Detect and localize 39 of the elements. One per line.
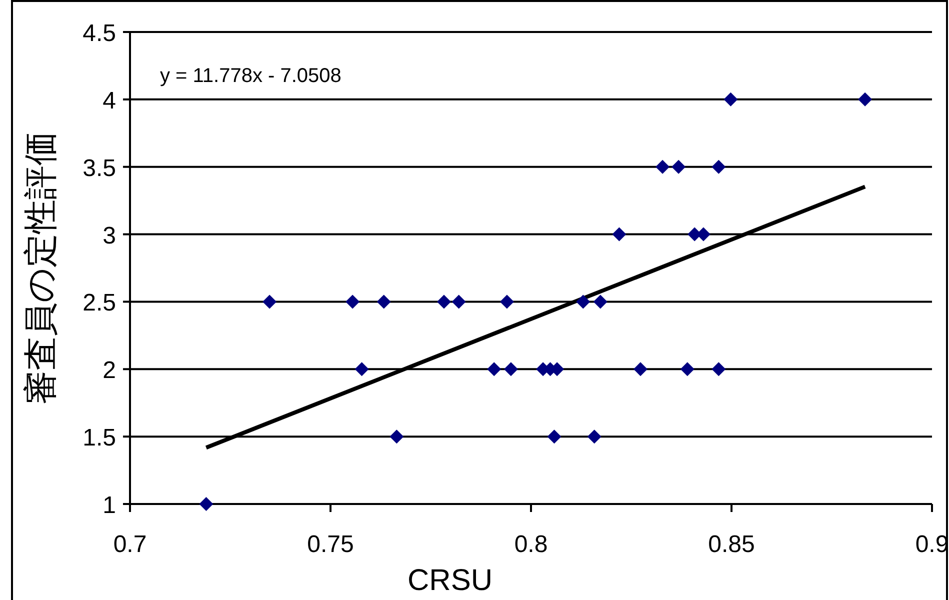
x-tick-label: 0.7 bbox=[113, 531, 147, 558]
point bbox=[354, 362, 369, 376]
point bbox=[672, 160, 686, 174]
point bbox=[390, 430, 404, 444]
point bbox=[452, 294, 466, 309]
point bbox=[593, 294, 608, 309]
point bbox=[487, 362, 502, 376]
x-axis-title: CRSU bbox=[407, 564, 493, 597]
point bbox=[576, 294, 590, 309]
y-axis-title: 審査員の定性評価 bbox=[22, 132, 60, 404]
point bbox=[500, 294, 514, 309]
y-tick-label: 2.5 bbox=[82, 290, 116, 317]
point bbox=[262, 294, 277, 309]
point bbox=[376, 294, 391, 309]
y-tick-label: 1 bbox=[102, 492, 116, 519]
point bbox=[656, 160, 670, 174]
x-tick-label: 0.85 bbox=[708, 531, 755, 558]
point bbox=[712, 160, 726, 174]
point bbox=[587, 430, 602, 444]
point bbox=[436, 294, 451, 309]
point bbox=[633, 362, 648, 376]
y-tick-label: 3 bbox=[102, 222, 116, 250]
annotation: y = 11.778x - 7.0508 bbox=[160, 65, 342, 87]
point bbox=[612, 227, 626, 242]
y-tick-label: 4.5 bbox=[82, 20, 116, 47]
point bbox=[858, 92, 872, 106]
point bbox=[712, 362, 726, 376]
y-tick-label: 3.5 bbox=[82, 154, 116, 182]
point bbox=[199, 497, 214, 511]
x-tick-label: 0.8 bbox=[514, 531, 548, 558]
point bbox=[680, 362, 694, 376]
y-tick-label: 4 bbox=[102, 87, 116, 114]
point bbox=[346, 294, 360, 309]
point bbox=[724, 92, 738, 106]
y-tick-label: 1.5 bbox=[82, 424, 116, 452]
point bbox=[547, 430, 562, 444]
x-tick-label: 0.75 bbox=[307, 531, 354, 558]
y-tick-label: 2 bbox=[102, 357, 116, 384]
point bbox=[504, 362, 518, 376]
